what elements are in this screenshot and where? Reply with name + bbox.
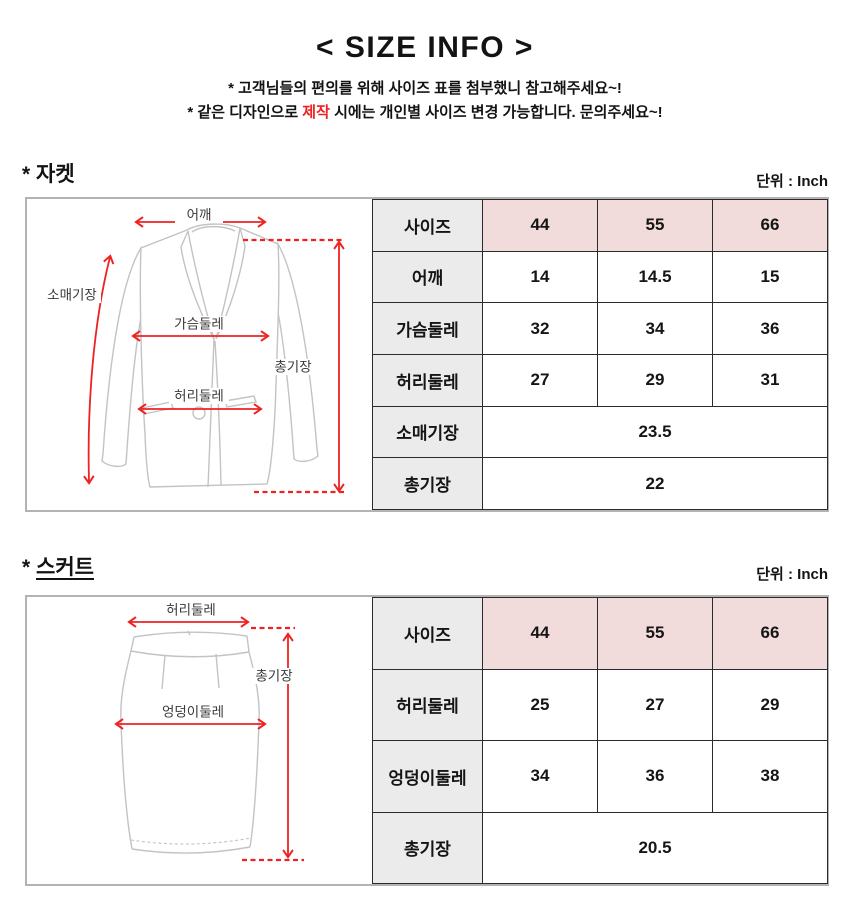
measure-value-cell: 38 (712, 740, 828, 813)
table-row: 엉덩이둘레 34 36 38 (372, 740, 828, 813)
table-row: 가슴둘레 32 34 36 (372, 302, 828, 355)
sleeve-length-label: 소매기장 (47, 288, 97, 303)
measure-label-cell: 소매기장 (372, 405, 483, 459)
skirt-panel: 허리둘레 엉덩이둘레 총기장 사이즈 44 55 66 허리둘레 25 27 2… (25, 595, 829, 886)
waist-label: 허리둘레 (166, 603, 216, 618)
measure-value-cell: 32 (482, 302, 598, 355)
measure-value-cell: 36 (597, 740, 713, 813)
shoulder-label: 어깨 (187, 208, 212, 223)
measure-value-cell: 15 (712, 250, 828, 304)
measure-value-cell: 14.5 (597, 250, 713, 304)
note-2-suffix: 시에는 개인별 사이즈 변경 가능합니다. 문의주세요~! (329, 104, 663, 121)
hip-label: 엉덩이둘레 (162, 705, 224, 720)
size-value-cell: 44 (482, 597, 598, 670)
skirt-heading-prefix: * (22, 556, 37, 579)
table-row: 허리둘레 25 27 29 (372, 668, 828, 741)
jacket-measure-labels: 어깨 소매기장 가슴둘레 허리둘레 총기장 (43, 207, 318, 404)
sleeve-length-arrow (89, 257, 110, 482)
jacket-heading-text: 자켓 (36, 163, 75, 186)
measure-value-cell: 14 (482, 250, 598, 304)
jacket-size-table: 사이즈 44 55 66 어깨 14 14.5 15 가슴둘레 32 34 36… (372, 199, 828, 510)
measure-value-cell: 20.5 (482, 811, 828, 884)
measure-value-cell: 27 (597, 668, 713, 741)
jacket-unit-label: 단위 : Inch (756, 173, 828, 190)
note-2-highlight: 제작 (302, 104, 330, 121)
chest-label: 가슴둘레 (174, 317, 224, 332)
jacket-measure-arrows (89, 222, 345, 494)
jacket-outline (101, 223, 319, 488)
measure-label-cell: 허리둘레 (372, 353, 483, 407)
table-row: 사이즈 44 55 66 (372, 597, 828, 670)
size-value-cell: 66 (712, 597, 828, 670)
page-title: < SIZE INFO > (316, 31, 534, 64)
jacket-heading: * 자켓 (22, 158, 75, 188)
table-row: 총기장 20.5 (372, 811, 828, 884)
total-length-label: 총기장 (255, 669, 292, 684)
table-row: 어깨 14 14.5 15 (372, 250, 828, 304)
measure-value-cell: 34 (597, 302, 713, 355)
skirt-size-table: 사이즈 44 55 66 허리둘레 25 27 29 엉덩이둘레 34 36 3… (372, 597, 828, 884)
size-value-cell: 55 (597, 199, 713, 252)
note-line-2: * 같은 디자인으로 제작 시에는 개인별 사이즈 변경 가능합니다. 문의주세… (0, 101, 850, 122)
skirt-outline (120, 630, 260, 854)
measure-value-cell: 36 (712, 302, 828, 355)
table-row: 허리둘레 27 29 31 (372, 353, 828, 407)
jacket-heading-prefix: * (22, 163, 37, 186)
size-header-cell: 사이즈 (372, 597, 483, 670)
size-value-cell: 55 (597, 597, 713, 670)
measure-label-cell: 엉덩이둘레 (372, 740, 483, 813)
measure-label-cell: 총기장 (372, 811, 483, 884)
measure-value-cell: 22 (482, 457, 828, 510)
measure-value-cell: 31 (712, 353, 828, 407)
skirt-measure-labels: 허리둘레 엉덩이둘레 총기장 (155, 602, 300, 720)
size-value-cell: 44 (482, 199, 598, 252)
measure-label-cell: 어깨 (372, 250, 483, 304)
table-row: 소매기장 23.5 (372, 405, 828, 459)
measure-label-cell: 총기장 (372, 457, 483, 510)
skirt-heading-text: 스커트 (36, 556, 94, 579)
note-line-1: * 고객님들의 편의를 위해 사이즈 표를 첨부했니 참고해주세요~! (228, 80, 622, 97)
jacket-diagram: 어깨 소매기장 가슴둘레 허리둘레 총기장 (43, 207, 345, 494)
measure-label-cell: 허리둘레 (372, 668, 483, 741)
measure-value-cell: 23.5 (482, 405, 828, 459)
skirt-heading: * 스커트 (22, 551, 94, 581)
note-2-prefix: * 같은 디자인으로 (187, 104, 303, 121)
measure-value-cell: 25 (482, 668, 598, 741)
jacket-panel: 어깨 소매기장 가슴둘레 허리둘레 총기장 사이즈 44 55 66 어깨 (25, 197, 829, 512)
skirt-diagram: 허리둘레 엉덩이둘레 총기장 (27, 602, 304, 862)
skirt-measure-arrows (117, 622, 304, 862)
measure-value-cell: 29 (597, 353, 713, 407)
size-value-cell: 66 (712, 199, 828, 252)
size-header-cell: 사이즈 (372, 199, 483, 252)
measure-value-cell: 27 (482, 353, 598, 407)
waist-label: 허리둘레 (174, 389, 224, 404)
total-length-label: 총기장 (274, 360, 311, 375)
measure-value-cell: 34 (482, 740, 598, 813)
measure-value-cell: 29 (712, 668, 828, 741)
skirt-unit-label: 단위 : Inch (756, 566, 828, 583)
table-row: 총기장 22 (372, 457, 828, 510)
measure-label-cell: 가슴둘레 (372, 302, 483, 355)
table-row: 사이즈 44 55 66 (372, 199, 828, 252)
